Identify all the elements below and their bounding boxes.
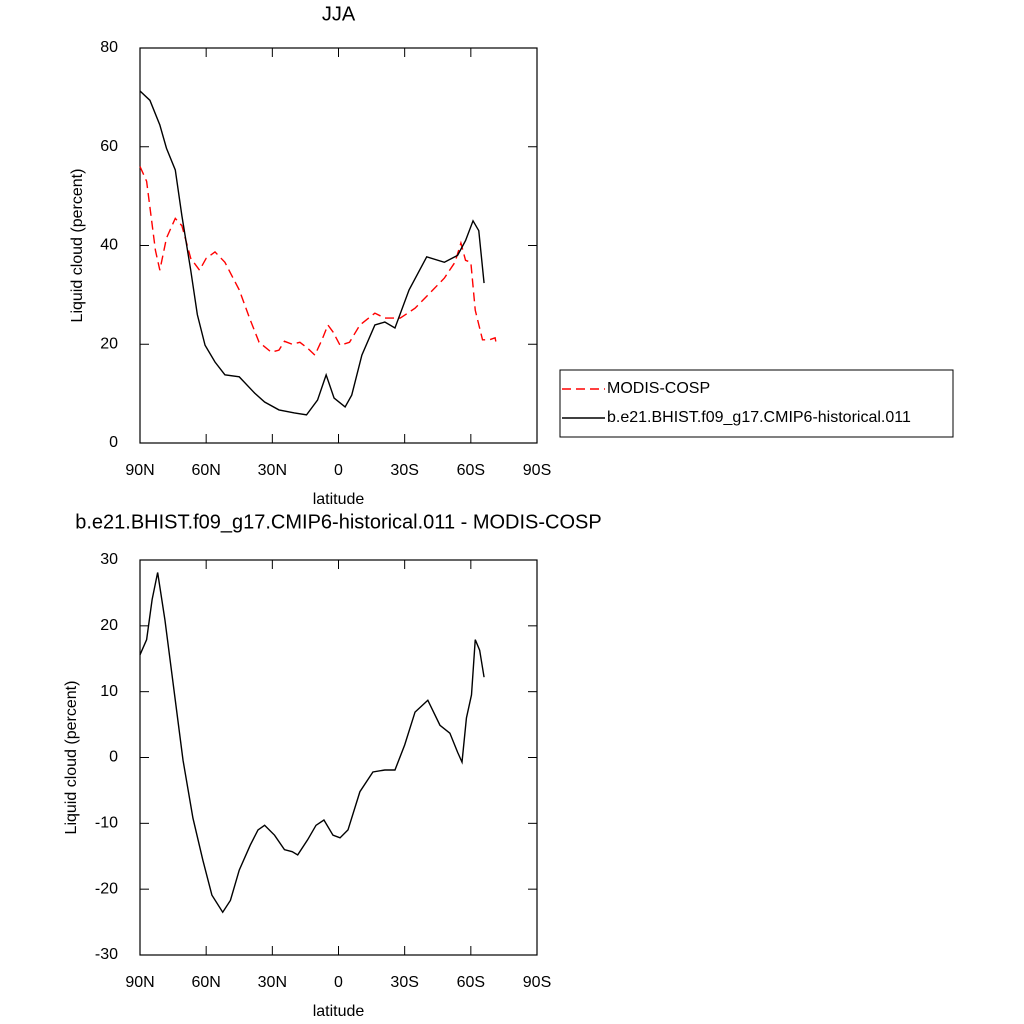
y-tick-label: 60 — [100, 138, 118, 155]
x-tick-label: 0 — [334, 974, 343, 991]
x-tick-label: 30S — [390, 974, 418, 991]
y-tick-label: 30 — [100, 551, 118, 568]
y-tick-label: 40 — [100, 237, 118, 254]
x-tick-label: 60N — [191, 462, 220, 479]
y-tick-label: 80 — [100, 39, 118, 56]
series-line — [139, 572, 485, 914]
y-tick-label: -20 — [95, 880, 118, 897]
y-tick-label: 20 — [100, 617, 118, 634]
x-tick-label: 60S — [457, 974, 485, 991]
chart-title: JJA — [322, 3, 356, 25]
y-tick-label: -30 — [95, 946, 118, 963]
y-axis-label: Liquid cloud (percent) — [63, 681, 80, 835]
series-line — [139, 90, 485, 416]
x-tick-label: 90N — [125, 462, 154, 479]
x-tick-label: 60S — [457, 462, 485, 479]
x-axis-label: latitude — [313, 1003, 365, 1020]
x-tick-label: 90N — [125, 974, 154, 991]
plot-frame — [139, 559, 538, 956]
x-tick-label: 0 — [334, 462, 343, 479]
legend-box — [559, 369, 954, 438]
x-tick-label: 60N — [191, 974, 220, 991]
y-tick-label: 10 — [100, 683, 118, 700]
legend-label: MODIS-COSP — [607, 380, 710, 397]
x-tick-label: 90S — [523, 462, 551, 479]
y-tick-label: 0 — [109, 434, 118, 451]
x-axis-label: latitude — [313, 491, 365, 508]
x-tick-label: 30S — [390, 462, 418, 479]
y-tick-label: 0 — [109, 749, 118, 766]
chart-title: b.e21.BHIST.f09_g17.CMIP6-historical.011… — [75, 511, 602, 533]
y-tick-label: 20 — [100, 335, 118, 352]
series-line — [139, 166, 497, 357]
y-tick-label: -10 — [95, 815, 118, 832]
legend-label: b.e21.BHIST.f09_g17.CMIP6-historical.011 — [607, 409, 911, 426]
y-axis-label: Liquid cloud (percent) — [69, 169, 86, 323]
plot-frame — [139, 47, 538, 444]
x-tick-label: 30N — [258, 462, 287, 479]
x-tick-label: 30N — [258, 974, 287, 991]
x-tick-label: 90S — [523, 974, 551, 991]
